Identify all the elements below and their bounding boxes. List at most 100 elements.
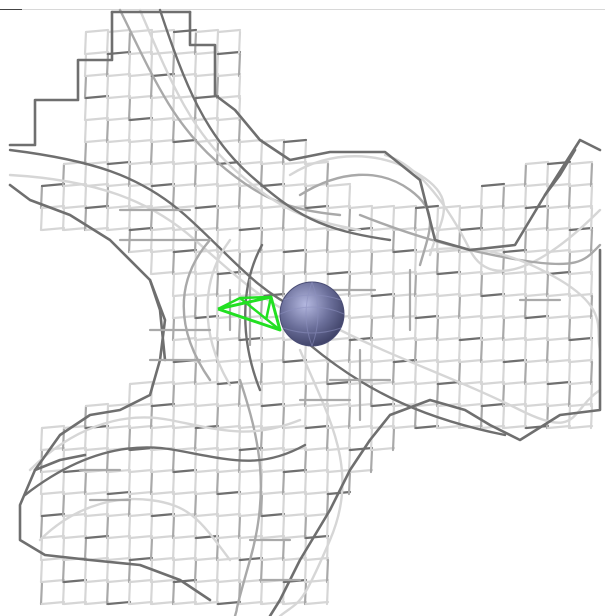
mesh-vertical-edge xyxy=(569,208,570,230)
mesh-vertical-edge xyxy=(327,428,328,450)
mesh-horizontal-edge xyxy=(372,338,394,340)
mesh-vertical-edge xyxy=(151,164,152,186)
mesh-vertical-edge xyxy=(349,384,350,406)
mesh-horizontal-edge xyxy=(196,30,218,32)
mesh-horizontal-edge xyxy=(218,184,240,186)
mesh-vertical-edge xyxy=(393,318,394,340)
mesh-horizontal-edge xyxy=(504,294,526,296)
mesh-vertical-edge xyxy=(173,406,174,428)
mesh-vertical-edge xyxy=(283,494,284,516)
mesh-horizontal-edge xyxy=(240,470,262,472)
mesh-horizontal-edge xyxy=(196,206,218,208)
mesh-vertical-edge xyxy=(107,120,108,142)
mesh-horizontal-edge xyxy=(482,272,504,274)
mesh-vertical-edge xyxy=(503,274,504,296)
mesh-vertical-edge xyxy=(283,384,284,406)
mesh-vertical-edge xyxy=(569,164,570,186)
mesh-vertical-edge xyxy=(151,208,152,230)
mesh-vertical-edge xyxy=(327,186,328,208)
mesh-horizontal-edge xyxy=(86,536,108,538)
mesh-horizontal-edge xyxy=(328,404,350,406)
mesh-vertical-edge xyxy=(591,164,592,186)
mesh-contour-curve xyxy=(340,330,600,423)
mesh-vertical-edge xyxy=(503,296,504,318)
mesh-vertical-edge xyxy=(85,516,86,538)
mesh-vertical-edge xyxy=(85,560,86,582)
mesh-horizontal-edge xyxy=(152,382,174,384)
mesh-vertical-edge xyxy=(371,274,372,296)
mesh-vertical-edge xyxy=(217,76,218,98)
mesh-horizontal-edge xyxy=(262,228,284,230)
mesh-vertical-edge xyxy=(349,406,350,428)
mesh-vertical-edge xyxy=(129,164,130,186)
mesh-vertical-edge xyxy=(525,406,526,428)
mesh-vertical-edge xyxy=(349,274,350,296)
mesh-horizontal-edge xyxy=(394,250,416,252)
mesh-horizontal-edge xyxy=(416,382,438,384)
mesh-horizontal-edge xyxy=(306,360,328,362)
mesh-vertical-edge xyxy=(129,428,130,450)
mesh-vertical-edge xyxy=(195,54,196,76)
mesh-horizontal-edge xyxy=(350,272,372,274)
mesh-horizontal-edge xyxy=(328,206,350,208)
mesh-horizontal-edge xyxy=(218,52,240,54)
mesh-horizontal-edge xyxy=(64,206,86,208)
mesh-horizontal-edge xyxy=(262,250,284,252)
mesh-horizontal-edge xyxy=(306,272,328,274)
mesh-horizontal-edge xyxy=(570,316,592,318)
mesh-horizontal-edge xyxy=(218,448,240,450)
mesh-horizontal-edge xyxy=(152,250,174,252)
mesh-horizontal-edge xyxy=(42,228,64,230)
mesh-horizontal-edge xyxy=(262,206,284,208)
mesh-horizontal-edge xyxy=(218,74,240,76)
mesh-horizontal-edge xyxy=(152,426,174,428)
mesh-vertical-edge xyxy=(195,494,196,516)
mesh-vertical-edge xyxy=(283,230,284,252)
mesh-vertical-edge xyxy=(195,186,196,208)
mesh-horizontal-edge xyxy=(240,492,262,494)
mesh-vertical-edge xyxy=(239,406,240,428)
mesh-vertical-edge xyxy=(129,582,130,604)
mesh-horizontal-edge xyxy=(218,140,240,142)
mesh-horizontal-edge xyxy=(372,316,394,318)
mesh-horizontal-edge xyxy=(394,316,416,318)
mesh-horizontal-edge xyxy=(174,492,196,494)
mesh-vertical-edge xyxy=(217,186,218,208)
mesh-horizontal-edge xyxy=(284,536,306,538)
mesh-horizontal-edge xyxy=(174,382,196,384)
mesh-horizontal-edge xyxy=(284,272,306,274)
mesh-horizontal-edge xyxy=(482,184,504,186)
mesh-horizontal-edge xyxy=(108,602,130,604)
mesh-vertical-edge xyxy=(107,406,108,428)
mesh-horizontal-edge xyxy=(328,272,350,274)
mesh-horizontal-edge xyxy=(284,492,306,494)
mesh-horizontal-edge xyxy=(350,470,372,472)
mesh-horizontal-edge xyxy=(42,492,64,494)
mesh-horizontal-edge xyxy=(548,382,570,384)
mesh-horizontal-edge xyxy=(548,338,570,340)
mesh-vertical-edge xyxy=(107,582,108,604)
mesh-horizontal-edge xyxy=(306,492,328,494)
mesh-vertical-edge xyxy=(107,164,108,186)
mesh-vertical-edge xyxy=(393,384,394,406)
mesh-vertical-edge xyxy=(129,516,130,538)
mesh-horizontal-edge xyxy=(86,514,108,516)
mesh-horizontal-edge xyxy=(174,338,196,340)
mesh-vertical-edge xyxy=(283,208,284,230)
mesh-vertical-edge xyxy=(85,450,86,472)
mesh-horizontal-edge xyxy=(504,382,526,384)
mesh-vertical-edge xyxy=(525,340,526,362)
mesh-contour-curve xyxy=(280,350,342,616)
mesh-vertical-edge xyxy=(481,186,482,208)
mesh-horizontal-edge xyxy=(372,206,394,208)
mesh-vertical-edge xyxy=(239,494,240,516)
mesh-vertical-edge xyxy=(261,406,262,428)
mesh-vertical-edge xyxy=(481,384,482,406)
mesh-vertical-edge xyxy=(283,340,284,362)
atom-sphere[interactable] xyxy=(280,282,344,346)
mesh-horizontal-edge xyxy=(152,602,174,604)
mesh-vertical-edge xyxy=(327,560,328,582)
mesh-vertical-edge xyxy=(591,362,592,384)
